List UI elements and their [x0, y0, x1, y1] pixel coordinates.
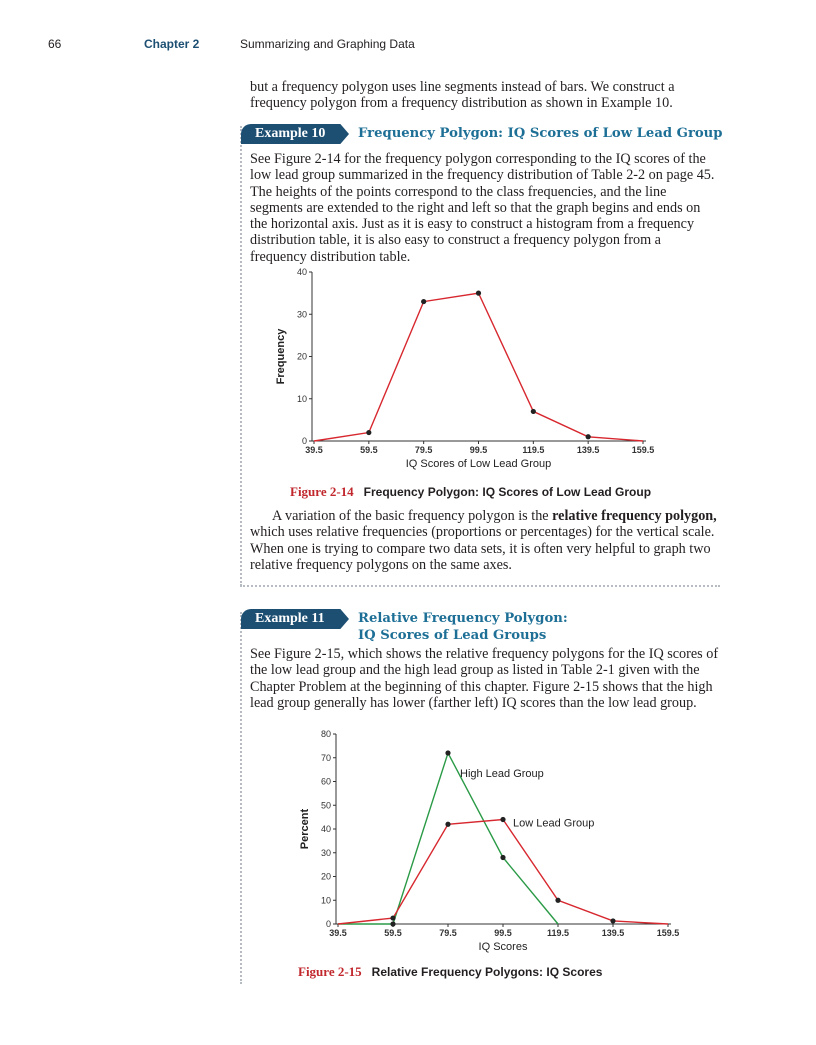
- fig14-x-tick-label: 119.5: [522, 445, 544, 455]
- chapter-label: Chapter 2: [144, 37, 200, 51]
- fig15-low-lead-group-point: [390, 915, 396, 921]
- figure-2-15-chart: 0 10 20 30 40 50 60 70 80 39.5 59.5 79.5 99.5 119.5 13…: [299, 729, 680, 953]
- figure-2-14-caption: Figure 2-14 Frequency Polygon: IQ Scores …: [290, 484, 651, 500]
- fig15-x-axis-label: IQ Scores: [479, 941, 528, 953]
- variation-paragraph: A variation of the basic frequency polyg…: [250, 508, 720, 573]
- fig15-y-tick-label: 70: [321, 753, 331, 763]
- fig15-y-tick-label: 30: [321, 848, 331, 858]
- variation-text-1: A variation of the basic frequency polyg…: [272, 508, 553, 524]
- fig14-y-tick-label: 40: [297, 267, 307, 277]
- fig14-x-tick-label: 39.5: [305, 445, 323, 455]
- page-number: 66: [48, 37, 62, 51]
- fig14-y-tick-label: 30: [297, 309, 307, 319]
- fig14-x-tick-label: 99.5: [470, 445, 488, 455]
- fig15-high-lead-group-point: [500, 854, 506, 861]
- figure-2-15-title: Relative Frequency Polygons: IQ Scores: [371, 965, 603, 979]
- figure-2-14-title: Frequency Polygon: IQ Scores of Low Lead…: [363, 485, 652, 499]
- figure-2-14-label: Figure 2-14: [290, 484, 354, 499]
- fig15-x-tick-label: 79.5: [439, 928, 457, 938]
- figure-2-15-label: Figure 2-15: [298, 964, 362, 979]
- fig14-y-tick-label: 20: [297, 352, 307, 362]
- fig15-y-tick-label: 50: [321, 800, 331, 810]
- fig15-high-lead-group-label: High Lead Group: [460, 768, 544, 780]
- fig14-x-tick-label: 59.5: [360, 445, 378, 455]
- example10-paragraph: See Figure 2-14 for the frequency polygo…: [250, 151, 715, 265]
- fig14-x-tick-label: 159.5: [632, 445, 655, 455]
- fig15-high-lead-group-point: [445, 750, 451, 756]
- fig15-x-tick-label: 99.5: [494, 928, 512, 938]
- fig15-low-lead-group-point: [610, 918, 616, 924]
- figure-2-15-caption: Figure 2-15 Relative Frequency Polygons: …: [298, 964, 602, 980]
- fig15-low-lead-group-point: [445, 821, 451, 827]
- intro-paragraph: but a frequency polygon uses line segmen…: [250, 79, 675, 112]
- fig14-series-point: [530, 408, 536, 415]
- fig15-y-tick-label: 80: [321, 729, 331, 739]
- fig14-x-tick-label: 139.5: [577, 445, 600, 455]
- fig15-y-tick-label: 0: [326, 919, 331, 929]
- example10-border: [240, 126, 242, 586]
- fig15-y-axis-label: Percent: [299, 808, 311, 849]
- fig14-y-axis-label: Frequency: [275, 328, 287, 385]
- example10-title: Frequency Polygon: IQ Scores of Low Lead…: [358, 126, 723, 141]
- fig15-high-lead-group-point: [390, 921, 396, 927]
- chapter-title: Summarizing and Graphing Data: [240, 37, 415, 51]
- fig15-low-lead-group-label: Low Lead Group: [513, 818, 594, 830]
- fig14-series-line: [313, 292, 644, 442]
- fig15-low-lead-group-line: [337, 818, 669, 925]
- fig15-low-lead-group-point: [555, 897, 561, 903]
- fig15-x-tick-label: 59.5: [384, 928, 402, 938]
- fig15-y-tick-label: 60: [321, 777, 331, 787]
- fig14-series-point: [585, 434, 591, 440]
- fig14-x-axis-label: IQ Scores of Low Lead Group: [406, 458, 552, 470]
- fig14-y-tick-label: 10: [297, 394, 307, 404]
- fig14-series-point: [366, 429, 372, 436]
- example11-border: [240, 612, 242, 984]
- fig15-y-tick-label: 10: [321, 895, 331, 905]
- fig15-x-tick-label: 119.5: [547, 928, 569, 938]
- fig14-series-point: [421, 298, 427, 305]
- fig14-series-point: [475, 290, 482, 296]
- example11-title-line2: IQ Scores of Lead Groups: [358, 628, 547, 643]
- example10-badge: Example 10: [241, 124, 349, 144]
- example10-bottom-rule: [240, 585, 720, 587]
- fig14-x-tick-label: 79.5: [415, 445, 433, 455]
- fig15-x-tick-label: 39.5: [329, 928, 347, 938]
- fig14-y-tick-label: 0: [302, 436, 307, 446]
- fig15-y-tick-label: 20: [321, 872, 331, 882]
- fig15-x-tick-label: 139.5: [602, 928, 625, 938]
- figure-2-14-chart: 0 10 20 30 40 39.5 59.5 79.5 99.5 119.5 139.5 159.5…: [275, 267, 655, 470]
- variation-text-bold: relative frequency polygon,: [552, 508, 717, 524]
- fig15-x-tick-label: 159.5: [657, 928, 680, 938]
- variation-text-2: which uses relative frequencies (proport…: [250, 524, 715, 573]
- fig15-low-lead-group-point: [500, 816, 506, 823]
- example11-badge: Example 11: [241, 609, 349, 629]
- fig15-y-tick-label: 40: [321, 824, 331, 834]
- example11-paragraph: See Figure 2-15, which shows the relativ…: [250, 646, 719, 711]
- example11-title-line1: Relative Frequency Polygon:: [358, 611, 568, 626]
